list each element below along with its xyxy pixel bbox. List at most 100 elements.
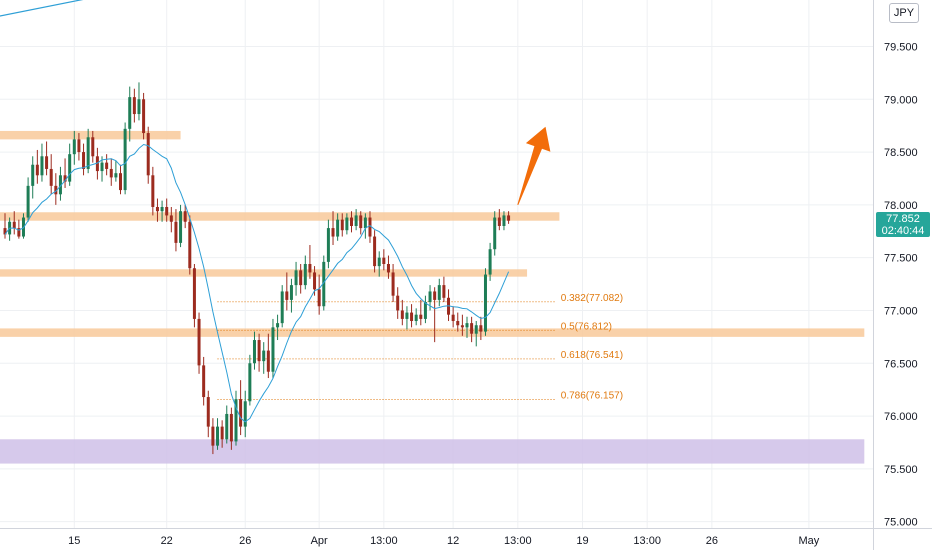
x-tick-label: 22 [161, 535, 173, 547]
candlestick [174, 209, 178, 252]
candlestick [363, 213, 367, 239]
candle-body [119, 173, 122, 191]
candle-body [331, 228, 335, 237]
candle-body [35, 164, 39, 176]
candle-body [109, 168, 113, 178]
support-zone-77-4 [0, 269, 528, 277]
grid-layer [0, 0, 873, 528]
candle-body [220, 426, 224, 440]
candlestick [447, 289, 451, 322]
candlestick [40, 143, 44, 182]
y-tick-label: 77.500 [884, 253, 918, 265]
candle-body [183, 211, 187, 222]
moving-average-layer [4, 143, 510, 423]
candlestick [35, 149, 39, 184]
x-tick-label: 13:00 [504, 535, 532, 547]
candlestick [26, 177, 30, 222]
candle-body [340, 219, 344, 231]
demand-zone-75-6 [0, 439, 865, 464]
candlestick [225, 405, 229, 444]
candle-body [294, 270, 298, 286]
candle-body [91, 137, 95, 157]
candle-body [179, 211, 183, 243]
candle-body [63, 175, 67, 182]
candle-body [336, 219, 340, 237]
candlestick [340, 213, 344, 237]
candlestick [95, 147, 99, 180]
candle-body [192, 268, 196, 319]
candlestick [474, 321, 478, 347]
candle-body [285, 291, 289, 300]
candlestick [128, 86, 132, 142]
candlestick [493, 211, 497, 256]
candle-body [243, 401, 247, 427]
last-price-tag: 77.852 02:40:44 [876, 212, 930, 237]
candle-body [202, 365, 206, 398]
candle-body [105, 162, 109, 169]
candle-body [3, 228, 7, 235]
candle-body [146, 133, 150, 176]
candle-body [123, 128, 127, 191]
candle-body [160, 206, 164, 212]
candle-body [49, 168, 53, 186]
candle-body [313, 272, 317, 290]
candlestick [497, 209, 501, 231]
candlestick [470, 316, 474, 343]
candlestick [451, 306, 455, 328]
candlestick [63, 158, 67, 188]
candle-body [428, 291, 432, 303]
x-tick-label: 26 [706, 535, 718, 547]
candlestick [299, 264, 303, 294]
candle-body [299, 270, 303, 286]
candle-body [95, 156, 99, 172]
candle-body [262, 350, 266, 362]
candle-body [437, 285, 441, 300]
candlestick [123, 122, 127, 195]
currency-badge[interactable]: JPY [889, 3, 919, 23]
candle-body [456, 321, 460, 326]
candle-body [248, 363, 252, 402]
x-tick-label: 26 [239, 535, 251, 547]
candle-body [470, 323, 474, 334]
zones-layer [0, 130, 865, 464]
candlestick [437, 278, 441, 307]
x-tick-label: 13:00 [633, 535, 661, 547]
candlestick [465, 316, 469, 338]
candlestick [308, 244, 312, 279]
x-tick-label: May [798, 535, 819, 547]
drawings-layer [0, 0, 551, 205]
candlestick [350, 211, 353, 233]
candle-body [400, 310, 404, 319]
candle-body [507, 215, 511, 221]
candle-body [229, 413, 233, 442]
candle-body [206, 397, 210, 427]
candlestick [460, 314, 464, 336]
candle-body [54, 185, 58, 195]
candle-body [77, 139, 81, 153]
candle-body [82, 152, 86, 169]
candlestick [382, 249, 386, 271]
candlestick [192, 264, 196, 328]
candle-body [114, 173, 118, 178]
candle-body [266, 350, 270, 372]
candlestick [188, 215, 192, 275]
candle-body [460, 325, 464, 328]
candlestick [229, 407, 233, 450]
candle-body [433, 291, 437, 300]
candle-body [451, 314, 455, 322]
candlestick [400, 299, 404, 326]
candle-body [442, 285, 446, 298]
candle-body [474, 325, 478, 334]
candlestick [405, 306, 409, 330]
candle-body [45, 156, 49, 169]
candle-body [326, 228, 330, 262]
candlestick [285, 272, 289, 311]
candlestick [160, 200, 164, 222]
resistance-zone-top [0, 130, 181, 140]
candlestick [216, 418, 220, 450]
candlestick [91, 130, 95, 163]
candlestick [68, 143, 72, 186]
y-tick-label: 76.000 [884, 411, 918, 423]
